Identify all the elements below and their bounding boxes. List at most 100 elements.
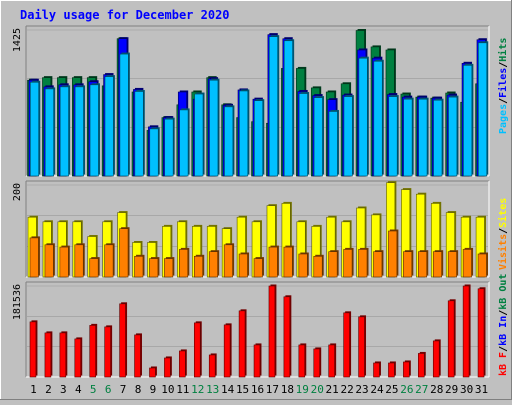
x-tick-label-25: 25 [385, 383, 398, 396]
bar-kb-f-day-31-face [477, 288, 485, 378]
bar-kb-f-day-12-face [193, 322, 201, 378]
bar-kb-f-day-10 [164, 356, 172, 378]
bottom-legend-separator: / [498, 346, 509, 352]
top-legend-item: Hits [497, 38, 509, 62]
bar-kb-f-day-11-face [179, 350, 186, 378]
top-legend-separator: / [498, 62, 509, 68]
bar-pages-day-24 [373, 59, 384, 177]
bar-pages-day-27 [418, 97, 429, 177]
bar-kb-f-day-13-face [208, 354, 216, 378]
x-tick-label-5: 5 [90, 383, 97, 396]
bar-pages-day-9-face [149, 128, 159, 177]
bar-kb-f-day-11 [179, 349, 187, 378]
bottom-legend-separator: / [498, 310, 509, 316]
bar-pages-day-17-face [268, 36, 279, 177]
x-tick-label-12: 12 [191, 383, 204, 396]
bar-kb-f-day-26 [403, 360, 411, 378]
bar-sites-day-3 [59, 245, 70, 278]
bar-sites-day-19 [298, 252, 309, 278]
bar-pages-day-3 [59, 85, 71, 177]
x-tick-label-1: 1 [30, 383, 37, 396]
bar-sites-day-9 [149, 257, 160, 278]
bar-pages-day-22-face [343, 96, 353, 177]
bar-pages-day-6 [104, 75, 115, 177]
bar-kb-f-day-28-face [432, 340, 440, 378]
bar-kb-f-day-17 [268, 284, 277, 378]
bar-sites-day-23 [358, 247, 369, 278]
x-tick-label-19: 19 [296, 383, 309, 396]
bar-sites-day-19-face [298, 253, 308, 278]
bar-kb-f-day-12 [193, 321, 202, 378]
bar-pages-day-12-face [194, 93, 204, 177]
bar-pages-day-28-face [433, 99, 443, 177]
bar-kb-f-day-14 [223, 323, 232, 378]
bar-sites-day-30 [462, 247, 474, 278]
panel-1-ymax-label: 1425 [12, 28, 23, 52]
bar-pages-day-14 [224, 105, 235, 177]
middle-legend-separator: / [498, 228, 509, 234]
bar-sites-day-25 [388, 229, 399, 278]
bar-sites-day-13 [208, 250, 220, 278]
bar-pages-day-29 [448, 95, 459, 177]
x-tick-label-24: 24 [370, 383, 384, 396]
bar-pages-day-10 [164, 117, 175, 177]
bar-pages-day-16-face [254, 100, 264, 177]
bar-kb-f-day-19-face [298, 344, 306, 378]
bar-kb-f-day-29 [447, 299, 456, 378]
x-tick-label-4: 4 [75, 383, 82, 396]
bar-sites-day-4-face [74, 244, 84, 278]
bar-sites-day-6 [104, 243, 115, 278]
bar-pages-day-7 [119, 52, 130, 177]
x-tick-label-2: 2 [45, 383, 52, 396]
bar-kb-f-day-10-face [164, 357, 171, 378]
bar-sites-day-18 [283, 245, 294, 278]
top-legend-item: Pages [498, 104, 509, 134]
x-tick-label-30: 30 [460, 383, 473, 396]
bar-kb-f-day-24-face [373, 362, 380, 378]
bar-kb-f-day-27-face [418, 353, 425, 378]
bar-pages-day-16 [254, 99, 265, 177]
bar-kb-f-day-30 [462, 284, 471, 378]
x-tick-label-10: 10 [161, 383, 174, 396]
bar-sites-day-12 [193, 254, 205, 278]
x-tick-label-15: 15 [236, 383, 249, 396]
bar-pages-day-13 [209, 78, 220, 177]
bar-pages-day-20-face [313, 97, 323, 177]
bar-pages-day-2-face [44, 88, 54, 177]
bar-sites-day-22-face [343, 249, 353, 278]
bar-kb-f-day-6-face [104, 326, 111, 378]
middle-legend-item: Sites [497, 198, 509, 228]
bar-sites-day-10-face [164, 258, 174, 278]
bar-kb-f-day-3 [59, 331, 68, 378]
x-tick-label-28: 28 [430, 383, 443, 396]
bar-pages-day-14-face [224, 106, 234, 177]
x-tick-label-9: 9 [150, 383, 157, 396]
bar-kb-f-day-4 [74, 337, 83, 378]
top-legend-separator: / [498, 98, 509, 104]
bar-kb-f-day-9-face [149, 367, 156, 378]
x-tick-label-7: 7 [120, 383, 127, 396]
bar-sites-day-1-face [29, 237, 39, 278]
x-tick-label-13: 13 [206, 383, 219, 396]
bottom-legend-item: kB F [498, 352, 509, 376]
bar-sites-day-27-face [418, 251, 428, 278]
bar-sites-day-31-face [477, 253, 487, 278]
bar-kb-f-day-5-face [89, 325, 96, 378]
bar-sites-day-5-face [89, 258, 99, 278]
bar-sites-day-14-face [223, 244, 233, 278]
bar-sites-day-26-face [403, 251, 413, 278]
bar-pages-day-26 [403, 97, 414, 177]
bar-kb-f-day-16 [253, 343, 262, 378]
bar-kb-f-day-26-face [403, 361, 410, 378]
x-tick-label-21: 21 [326, 383, 339, 396]
bar-kb-f-day-15 [238, 309, 247, 378]
bar-sites-day-6-face [104, 244, 114, 278]
x-tick-label-29: 29 [445, 383, 458, 396]
bar-pages-day-19 [298, 92, 310, 177]
bar-sites-day-17-face [268, 246, 278, 278]
bar-sites-day-3-face [59, 246, 69, 278]
middle-legend-item: Visits [497, 234, 509, 270]
bar-sites-day-29 [447, 250, 459, 278]
bar-kb-f-day-25 [388, 361, 396, 378]
